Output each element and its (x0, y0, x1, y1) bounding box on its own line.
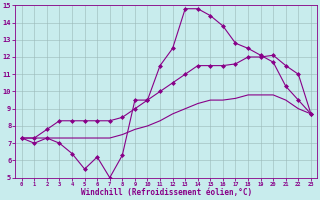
X-axis label: Windchill (Refroidissement éolien,°C): Windchill (Refroidissement éolien,°C) (81, 188, 252, 197)
